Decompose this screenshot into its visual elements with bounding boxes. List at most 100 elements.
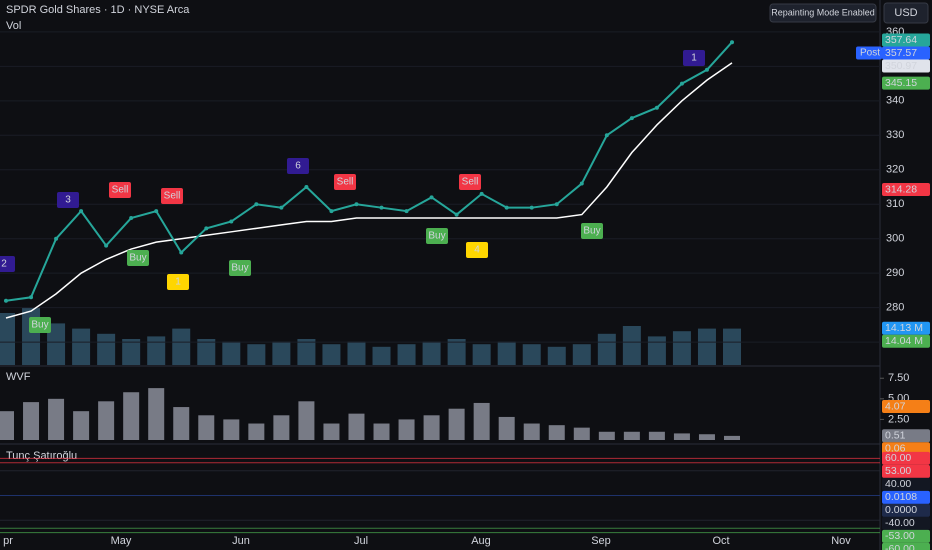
close-point: [179, 250, 184, 255]
x-tick-label: Jun: [232, 535, 250, 547]
close-point: [704, 67, 709, 72]
y-tick-label: 310: [886, 198, 904, 210]
wvf-bar: [348, 413, 365, 440]
price-tag-label: 40.00: [885, 478, 911, 490]
close-point: [679, 81, 684, 86]
wvf-bar: [298, 401, 315, 440]
price-tag: [882, 477, 930, 491]
wvf-bar: [548, 425, 565, 440]
x-tick-label: Oct: [712, 535, 729, 547]
signal-box: [459, 174, 481, 190]
close-point: [604, 133, 609, 138]
y-tick-label: 340: [886, 95, 904, 107]
wvf-bar: [598, 431, 615, 440]
close-point: [129, 216, 134, 221]
indicator-name: Vol: [6, 20, 21, 32]
close-point: [154, 209, 159, 214]
price-tag: [882, 503, 930, 517]
signal-box: [287, 158, 309, 174]
wvf-bar: [73, 411, 90, 440]
price-closes: [5, 41, 733, 302]
close-point: [54, 236, 59, 241]
x-tick-label: Sep: [591, 535, 611, 547]
volume-bar: [697, 328, 716, 365]
currency-box[interactable]: [883, 2, 929, 24]
volume-bar: [472, 344, 491, 365]
price-tag-label: 0.51: [885, 430, 906, 442]
close-point: [279, 205, 284, 210]
wvf-bar: [273, 415, 290, 440]
close-point: [379, 205, 384, 210]
close-point: [529, 205, 534, 210]
price-tag: [882, 516, 930, 530]
badge[interactable]: Repainting Mode Enabled: [771, 7, 875, 17]
signal-label: 6: [295, 161, 301, 172]
close-point: [204, 226, 209, 231]
wvf-bar: [423, 415, 440, 440]
wvf-title: WVF: [6, 371, 31, 383]
volume-bar: [397, 344, 416, 365]
price-tag-label: 345.15: [885, 77, 917, 89]
price-tag-label: -40.00: [885, 517, 915, 529]
signal-label: Buy: [129, 253, 146, 264]
close-point: [730, 40, 734, 45]
wvf-bar: [398, 419, 415, 440]
volume-bar: [22, 307, 41, 365]
wvf-bar: [173, 407, 190, 440]
price-tag: [882, 334, 930, 348]
price-tag-label: 14.04 M: [885, 335, 923, 347]
close-point: [354, 202, 359, 207]
signal-box: [581, 223, 603, 239]
wvf-bar: [473, 402, 490, 440]
wvf-bar: [698, 434, 715, 440]
volume-bar: [72, 328, 91, 365]
wvf-bar: [523, 423, 540, 440]
close-point: [329, 209, 334, 214]
y-tick-label: 300: [886, 233, 904, 245]
y-tick-label: 280: [886, 302, 904, 314]
x-tick-label: Aug: [471, 535, 491, 547]
signal-box: [229, 260, 251, 276]
close-point: [79, 209, 84, 214]
signal-label: Buy: [31, 320, 48, 331]
volume-bar: [122, 339, 141, 365]
signal-box: [109, 182, 131, 198]
volume-bar: [172, 328, 191, 365]
volume-bar: [97, 333, 116, 365]
price-tag-label: 53.00: [885, 465, 911, 477]
price-tag: [882, 33, 930, 47]
wvf-bar: [573, 427, 590, 440]
close-point: [254, 202, 259, 207]
volume-bar: [322, 344, 341, 365]
price-tag-label: 357.64: [885, 34, 917, 46]
badge-box[interactable]: [769, 3, 877, 23]
close-point: [29, 295, 34, 300]
volume-bar: [572, 344, 591, 365]
signal-box: [29, 317, 51, 333]
wvf-bar: [248, 423, 265, 440]
close-point: [554, 202, 559, 207]
price-tag: [882, 464, 930, 478]
y-tick-label: 2.50: [888, 413, 909, 425]
price-tag: [882, 490, 930, 504]
x-tick-label: Nov: [831, 535, 851, 547]
volume-bar: [723, 328, 741, 365]
price-tag-label: 0.06: [885, 443, 906, 455]
x-tick-label: May: [111, 535, 132, 547]
price-tag-label: 0.0000: [885, 504, 917, 516]
currency[interactable]: USD: [894, 7, 917, 19]
volume-bar: [372, 346, 391, 365]
signal-box: [57, 192, 79, 208]
price-tag: [882, 542, 930, 550]
price-tag: [882, 429, 930, 443]
volume-bar: [597, 333, 616, 365]
close-point: [104, 243, 109, 248]
price-ma: [5, 62, 733, 319]
wvf-bar: [48, 398, 65, 440]
volume-bar: [647, 336, 666, 365]
wvf-bar: [448, 408, 465, 440]
x-tick-label: Jul: [354, 535, 368, 547]
osc-title: Tunç Şatıroğlu: [6, 450, 77, 462]
volume-bar: [247, 344, 266, 365]
y-tick-label: 290: [886, 267, 904, 279]
